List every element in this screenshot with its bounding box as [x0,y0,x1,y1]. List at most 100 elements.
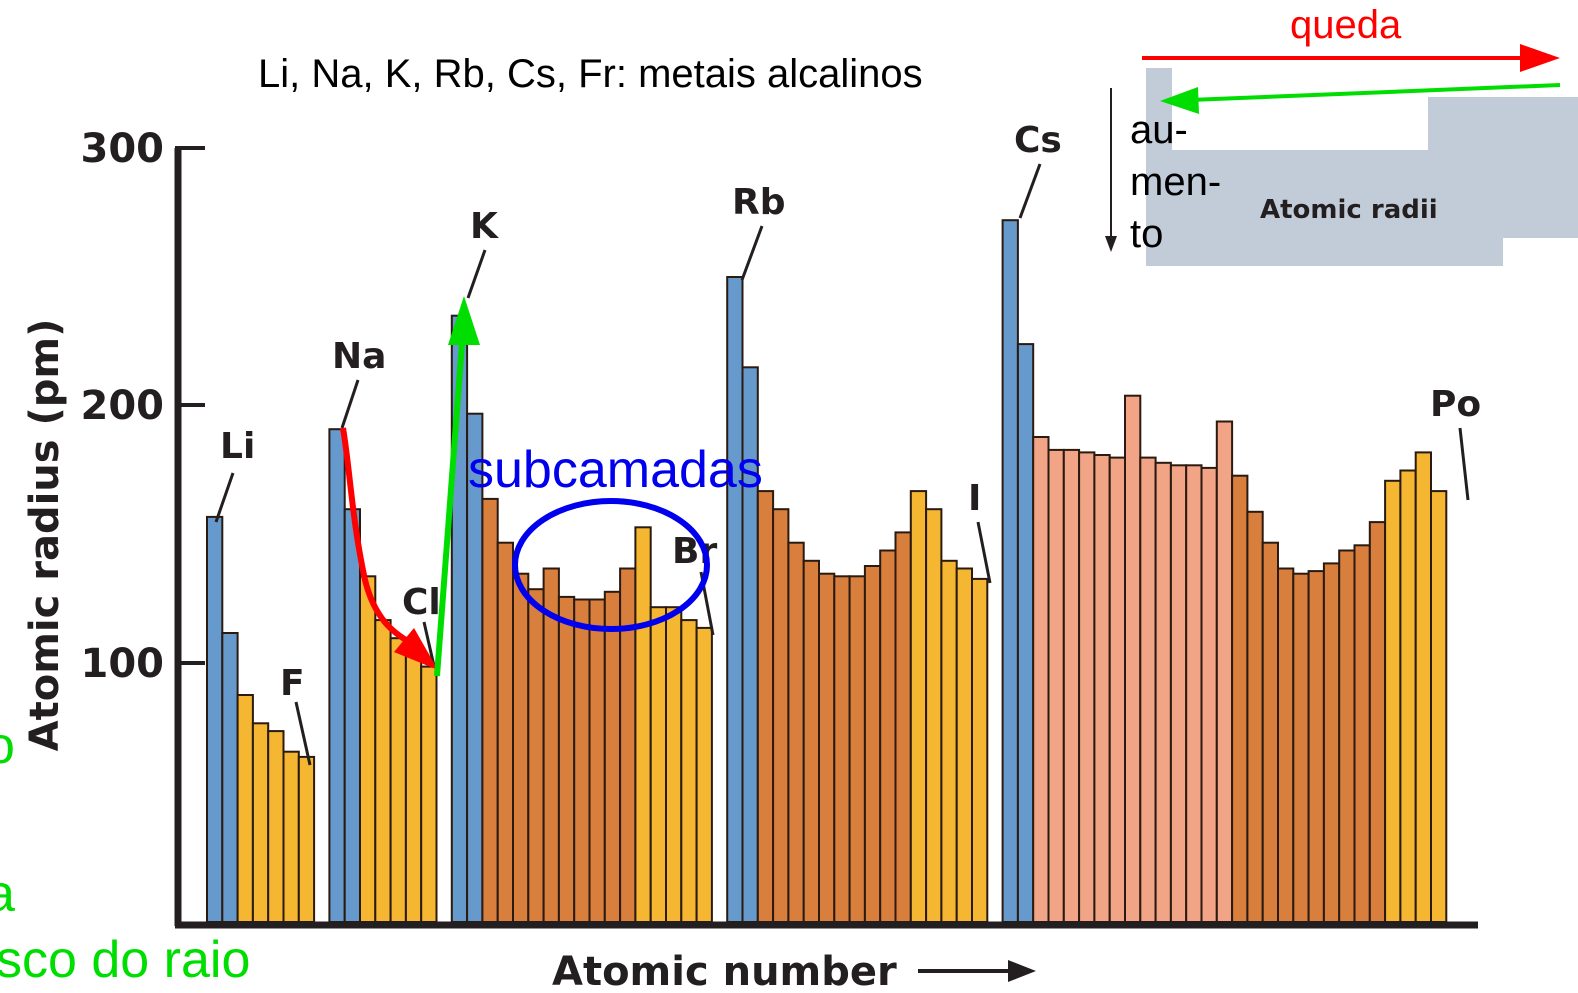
leader-k [466,249,487,299]
bars-group [206,219,1448,924]
bar-p-9 [359,575,377,923]
bar-d-22 [573,598,591,923]
label-f: F [280,663,305,704]
element-labels: Li F Na Cl K Br Rb I Cs Po [214,120,1481,766]
bar-d-63 [1231,474,1249,923]
bar-p-45 [940,559,958,923]
bar-d-65 [1261,541,1279,923]
bar-alkali-48 [1001,219,1019,923]
aumento-annotation-line1: au- [1130,108,1188,152]
label-cl: Cl [402,582,441,623]
bar-p-28 [665,606,683,923]
bar-f-51 [1047,448,1065,923]
subcamadas-ellipse [512,498,710,632]
label-i: I [968,478,981,519]
bar-d-21 [557,595,576,924]
bar-d-39 [848,575,866,923]
bar-d-25 [619,567,637,923]
bar-f-57 [1139,456,1157,923]
y-axis-label: Atomic radius (pm) [22,319,68,752]
bar-f-50 [1032,436,1050,923]
green-up-arrow [434,296,480,677]
bar-p-13 [420,665,438,923]
bar-d-34 [772,508,790,923]
bar-d-68 [1307,570,1325,923]
y-tick-label-100: 100 [81,641,165,687]
leader-na [340,379,360,429]
bar-alkali-7 [328,428,346,923]
bar-alkali-31 [726,276,744,923]
left-green-line2: a [0,865,15,923]
bar-p-4 [267,730,285,923]
bar-d-23 [588,598,606,923]
subcamadas-annotation: subcamadas [468,441,763,499]
bar-f-56 [1124,394,1142,923]
bar-p-43 [909,490,928,923]
bar-p-10 [374,619,392,923]
label-rb: Rb [732,182,786,223]
x-axis-arrow [918,960,1036,982]
bar-f-53 [1078,451,1096,923]
bar-alkali-0 [206,515,224,924]
y-tick-label-200: 200 [81,383,165,429]
label-na: Na [332,336,386,377]
bar-d-72 [1368,521,1387,923]
bar-d-37 [818,572,836,923]
bar-d-38 [833,575,851,923]
bar-f-58 [1154,461,1172,923]
bar-p-75 [1414,451,1432,923]
leader-po [1458,427,1470,501]
label-li: Li [220,426,255,467]
bar-p-30 [695,626,713,924]
bar-alkali-49 [1016,343,1035,924]
leader-rb [740,225,764,281]
bar-d-67 [1292,572,1310,923]
aumento-annotation-line2: men- [1130,160,1222,204]
leader-cl [422,621,436,667]
bar-d-66 [1277,567,1295,923]
bar-d-18 [512,572,530,923]
label-cs: Cs [1014,120,1062,161]
bar-d-24 [603,590,622,923]
bar-p-74 [1399,469,1417,923]
bar-f-55 [1108,456,1126,923]
bar-d-36 [802,559,821,923]
bar-f-60 [1185,464,1203,923]
inset-shape [1146,68,1578,266]
bar-p-12 [404,652,423,923]
bar-d-41 [879,549,897,923]
bar-p-73 [1384,479,1402,923]
queda-arrow [1142,44,1560,72]
bar-p-46 [955,567,974,923]
bar-d-19 [527,588,545,923]
bar-f-59 [1169,464,1188,923]
x-axis-label: Atomic number [552,949,897,993]
label-po: Po [1430,384,1481,425]
leader-f [294,701,312,766]
bar-d-35 [787,541,805,923]
bar-f-62 [1215,420,1234,923]
inset-green-arrow [1160,83,1561,114]
bar-p-11 [389,637,407,923]
bar-d-16 [481,497,499,923]
y-tick-label-300: 300 [81,126,165,172]
bar-p-29 [680,619,698,923]
bar-p-44 [925,508,943,923]
bar-alkali-1 [221,632,239,923]
left-green-line1: o [0,717,15,775]
bar-p-76 [1430,490,1448,923]
bar-d-64 [1246,510,1264,923]
aumento-arrow [1105,88,1117,252]
bar-p-6 [297,755,316,924]
bar-f-52 [1062,448,1081,923]
bar-d-40 [863,565,882,923]
aumento-annotation-line3: to [1130,212,1164,256]
red-curve-arrow [340,427,438,670]
left-green-line3: sco do raio [0,931,251,989]
leader-cs [1018,163,1042,219]
bar-d-17 [496,541,515,923]
bar-p-47 [971,577,989,924]
header-annotation: Li, Na, K, Rb, Cs, Fr: metais alcalinos [258,52,923,96]
bar-d-71 [1353,544,1371,923]
